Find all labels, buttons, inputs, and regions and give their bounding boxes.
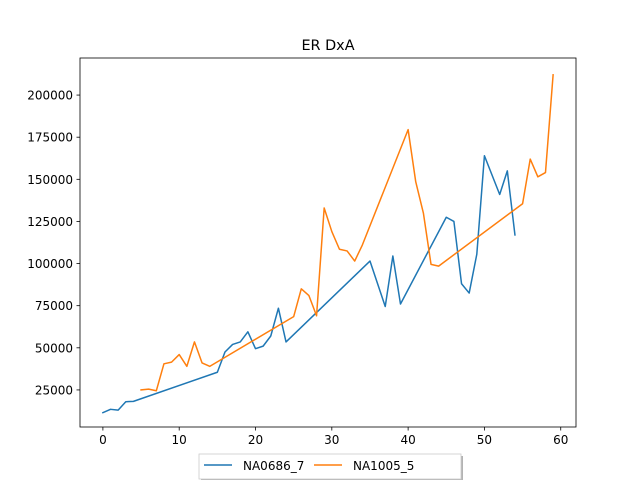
y-tick-label: 200000	[27, 89, 73, 103]
x-tick-label: 10	[172, 433, 187, 447]
y-tick-label: 100000	[27, 257, 73, 271]
chart-title: ER DxA	[301, 38, 354, 54]
legend-box	[199, 454, 461, 479]
y-tick-label: 50000	[35, 341, 73, 355]
y-tick-label: 25000	[35, 383, 73, 397]
x-tick-label: 0	[99, 433, 107, 447]
legend-label-na1005-5: NA1005_5	[353, 459, 414, 473]
x-tick-label: 30	[324, 433, 339, 447]
y-tick-label: 75000	[35, 299, 73, 313]
x-tick-label: 40	[400, 433, 415, 447]
y-tick-label: 175000	[27, 131, 73, 145]
x-tick-label: 20	[248, 433, 263, 447]
y-tick-label: 125000	[27, 215, 73, 229]
legend-label-na0686-7: NA0686_7	[243, 459, 304, 473]
x-tick-label: 60	[553, 433, 568, 447]
x-tick-label: 50	[477, 433, 492, 447]
legend: NA0686_7 NA1005_5	[199, 454, 463, 480]
y-tick-label: 150000	[27, 173, 73, 187]
